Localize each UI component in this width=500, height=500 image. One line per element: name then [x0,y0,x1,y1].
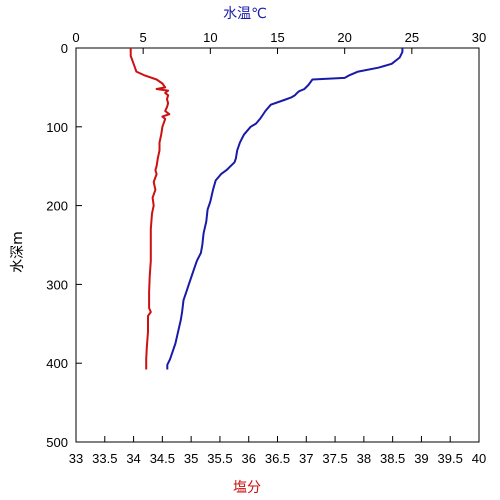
top-tick-label: 0 [72,30,79,45]
bottom-tick-label: 39.5 [438,451,463,466]
temperature-line [166,48,404,370]
bottom-tick-label: 33 [69,451,83,466]
bottom-tick-label: 37.5 [322,451,347,466]
salinity-line [129,48,171,370]
bottom-tick-label: 36.5 [265,451,290,466]
y-tick-label: 300 [46,277,68,292]
top-tick-label: 25 [405,30,419,45]
bottom-tick-label: 36 [241,451,255,466]
top-tick-label: 20 [337,30,351,45]
y-tick-label: 100 [46,120,68,135]
y-tick-label: 500 [46,435,68,450]
ticks-layer: 0 100 200 300 400 500 0 5 10 15 20 25 30 33 33.5 34 34.5… [46,30,486,466]
y-tick-label: 400 [46,356,68,371]
bottom-axis-title: 塩分 [233,480,261,496]
bottom-tick-label: 35 [184,451,198,466]
series-layer [129,48,404,370]
top-tick-label: 10 [203,30,217,45]
top-tick-label: 30 [472,30,486,45]
bottom-tick-label: 33.5 [92,451,117,466]
y-tick-label: 0 [61,41,68,56]
bottom-tick-label: 37 [299,451,313,466]
top-tick-label: 5 [140,30,147,45]
bottom-tick-label: 38.5 [380,451,405,466]
left-axis-title: 水深m [10,231,26,273]
bottom-tick-label: 39 [414,451,428,466]
y-tick-label: 200 [46,199,68,214]
bottom-tick-label: 34.5 [150,451,175,466]
top-tick-label: 15 [270,30,284,45]
plot-frame [75,47,480,443]
bottom-tick-label: 38 [357,451,371,466]
bottom-tick-label: 35.5 [207,451,232,466]
top-axis-title: 水温℃ [223,6,267,22]
bottom-tick-label: 34 [126,451,140,466]
bottom-tick-label: 40 [472,451,486,466]
